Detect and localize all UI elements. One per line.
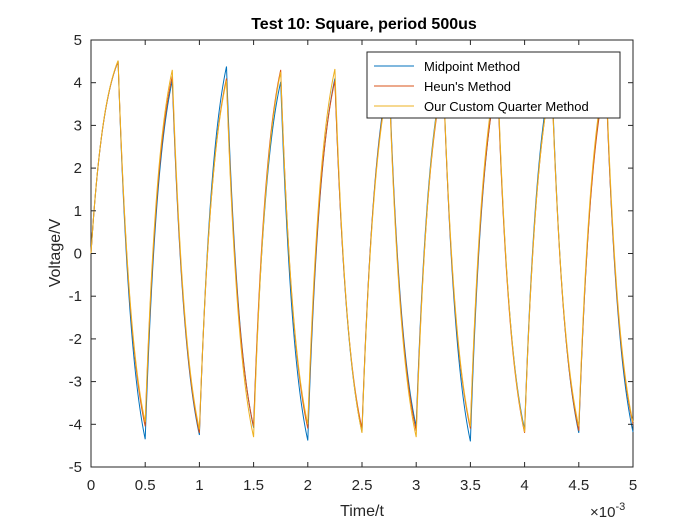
y-tick-label: 4 bbox=[74, 75, 82, 92]
x-tick-label: 3.5 bbox=[460, 477, 481, 494]
x-tick-label: 3 bbox=[412, 477, 420, 494]
y-tick-label: 0 bbox=[74, 246, 82, 263]
y-tick-label: -4 bbox=[69, 416, 82, 433]
x-tick-label: 2.5 bbox=[352, 477, 373, 494]
series-line-2 bbox=[90, 60, 634, 438]
x-tick-label: 0.5 bbox=[135, 477, 156, 494]
y-tick-label: -5 bbox=[69, 459, 82, 476]
y-tick-label: 5 bbox=[74, 32, 82, 49]
legend-entry-label: Our Custom Quarter Method bbox=[424, 99, 589, 114]
y-axis-label: Voltage/V bbox=[47, 218, 64, 287]
series-layer bbox=[90, 60, 634, 442]
y-tick-label: 3 bbox=[74, 117, 82, 134]
legend: Midpoint Method Heun's Method Our Custom Q… bbox=[366, 51, 621, 119]
ticks-layer: 0 0.5 1 1.5 2 2.5 3 3.5 4 4.5 5 -5 -4 -3 -2 -1 0 1 2 3 4 5 bbox=[69, 32, 638, 494]
legend-box bbox=[366, 51, 621, 119]
x-tick-label: 1 bbox=[195, 477, 203, 494]
x-axis-exponent: ×10-3 bbox=[590, 501, 625, 521]
legend-entry-label: Heun's Method bbox=[424, 79, 511, 94]
y-tick-label: 1 bbox=[74, 203, 82, 220]
x-tick-label: 4 bbox=[520, 477, 528, 494]
x-tick-label: 2 bbox=[304, 477, 312, 494]
y-tick-label: 2 bbox=[74, 160, 82, 177]
x-axis-exponent-power: -3 bbox=[615, 501, 625, 513]
x-tick-label: 0 bbox=[87, 477, 95, 494]
y-tick-label: -1 bbox=[69, 288, 82, 305]
y-tick-label: -2 bbox=[69, 331, 82, 348]
x-axis-exponent-base: ×10 bbox=[590, 504, 615, 521]
chart-title: Test 10: Square, period 500us bbox=[251, 16, 477, 33]
legend-entry-label: Midpoint Method bbox=[424, 59, 520, 74]
x-axis-label: Time/t bbox=[340, 503, 384, 520]
x-tick-label: 5 bbox=[629, 477, 637, 494]
x-tick-label: 4.5 bbox=[568, 477, 589, 494]
x-tick-label: 1.5 bbox=[243, 477, 264, 494]
y-tick-label: -3 bbox=[69, 374, 82, 391]
